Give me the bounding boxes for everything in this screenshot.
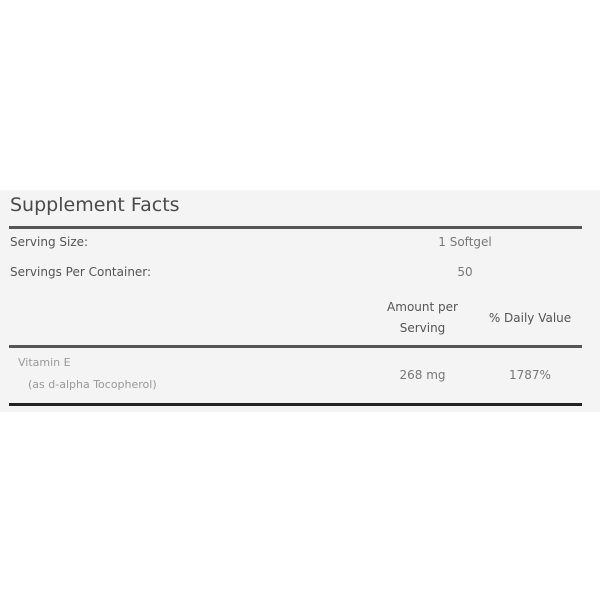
nutrient-amount: 268 mg [399, 368, 446, 382]
amount-header-line1: Amount per [387, 300, 458, 314]
amount-per-serving-header: Amount per Serving [370, 297, 475, 339]
serving-size-label: Serving Size: [10, 235, 89, 249]
nutrient-detail: (as d-alpha Tocopherol) [28, 378, 157, 391]
nutrient-name: Vitamin E [18, 356, 71, 369]
bottom-divider [9, 403, 582, 406]
panel-title: Supplement Facts [10, 194, 180, 216]
header-divider [9, 345, 582, 348]
nutrient-daily-value: 1787% [509, 368, 551, 382]
serving-size-value: 1 Softgel [438, 235, 492, 249]
servings-per-container-value: 50 [457, 265, 473, 279]
amount-header-line2: Serving [399, 321, 446, 335]
servings-per-container-label: Servings Per Container: [10, 265, 152, 279]
daily-value-header: % Daily Value [488, 311, 572, 325]
title-divider [9, 226, 582, 229]
